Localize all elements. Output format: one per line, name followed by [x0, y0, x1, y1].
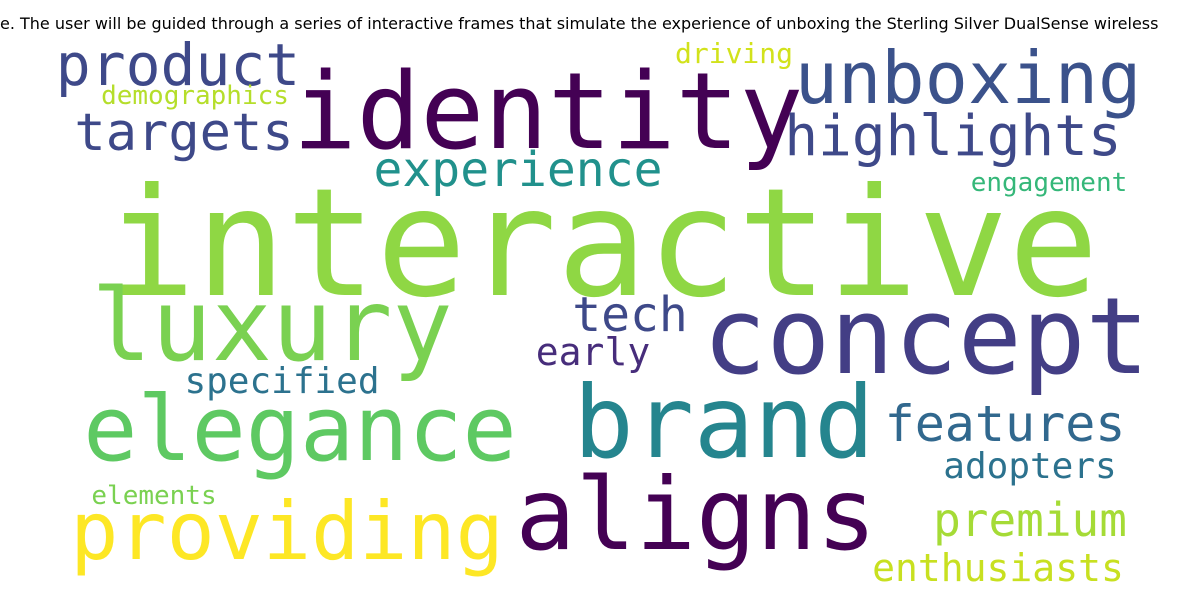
word-identity: identity	[292, 50, 804, 173]
word-early: early	[535, 330, 651, 374]
word-driving: driving	[674, 37, 794, 70]
word-adopters: adopters	[943, 446, 1117, 487]
word-aligns: aligns	[515, 456, 877, 573]
word-tech: tech	[572, 287, 688, 343]
word-luxury: luxury	[91, 267, 453, 384]
word-engagement: engagement	[970, 168, 1128, 198]
word-concept: concept	[702, 275, 1150, 398]
word-specified: specified	[184, 361, 380, 402]
word-providing: providing	[70, 485, 504, 578]
word-experience: experience	[373, 142, 663, 198]
word-unboxing: unboxing	[794, 36, 1142, 120]
word-enthusiasts: enthusiasts	[872, 546, 1124, 590]
word-targets: targets	[74, 103, 294, 163]
word-elements: elements	[91, 481, 217, 511]
word-demographics: demographics	[101, 81, 289, 111]
figure-title-text: e. The user will be guided through a ser…	[0, 14, 1159, 33]
word-highlights: highlights	[784, 104, 1122, 169]
word-brand: brand	[573, 364, 875, 481]
figure-title: e. The user will be guided through a ser…	[0, 12, 1200, 36]
word-premium: premium	[933, 493, 1127, 547]
word-elegance: elegance	[83, 377, 517, 482]
word-product: product	[55, 31, 301, 99]
word-interactive: interactive	[105, 157, 1099, 331]
word-features: features	[884, 395, 1126, 453]
